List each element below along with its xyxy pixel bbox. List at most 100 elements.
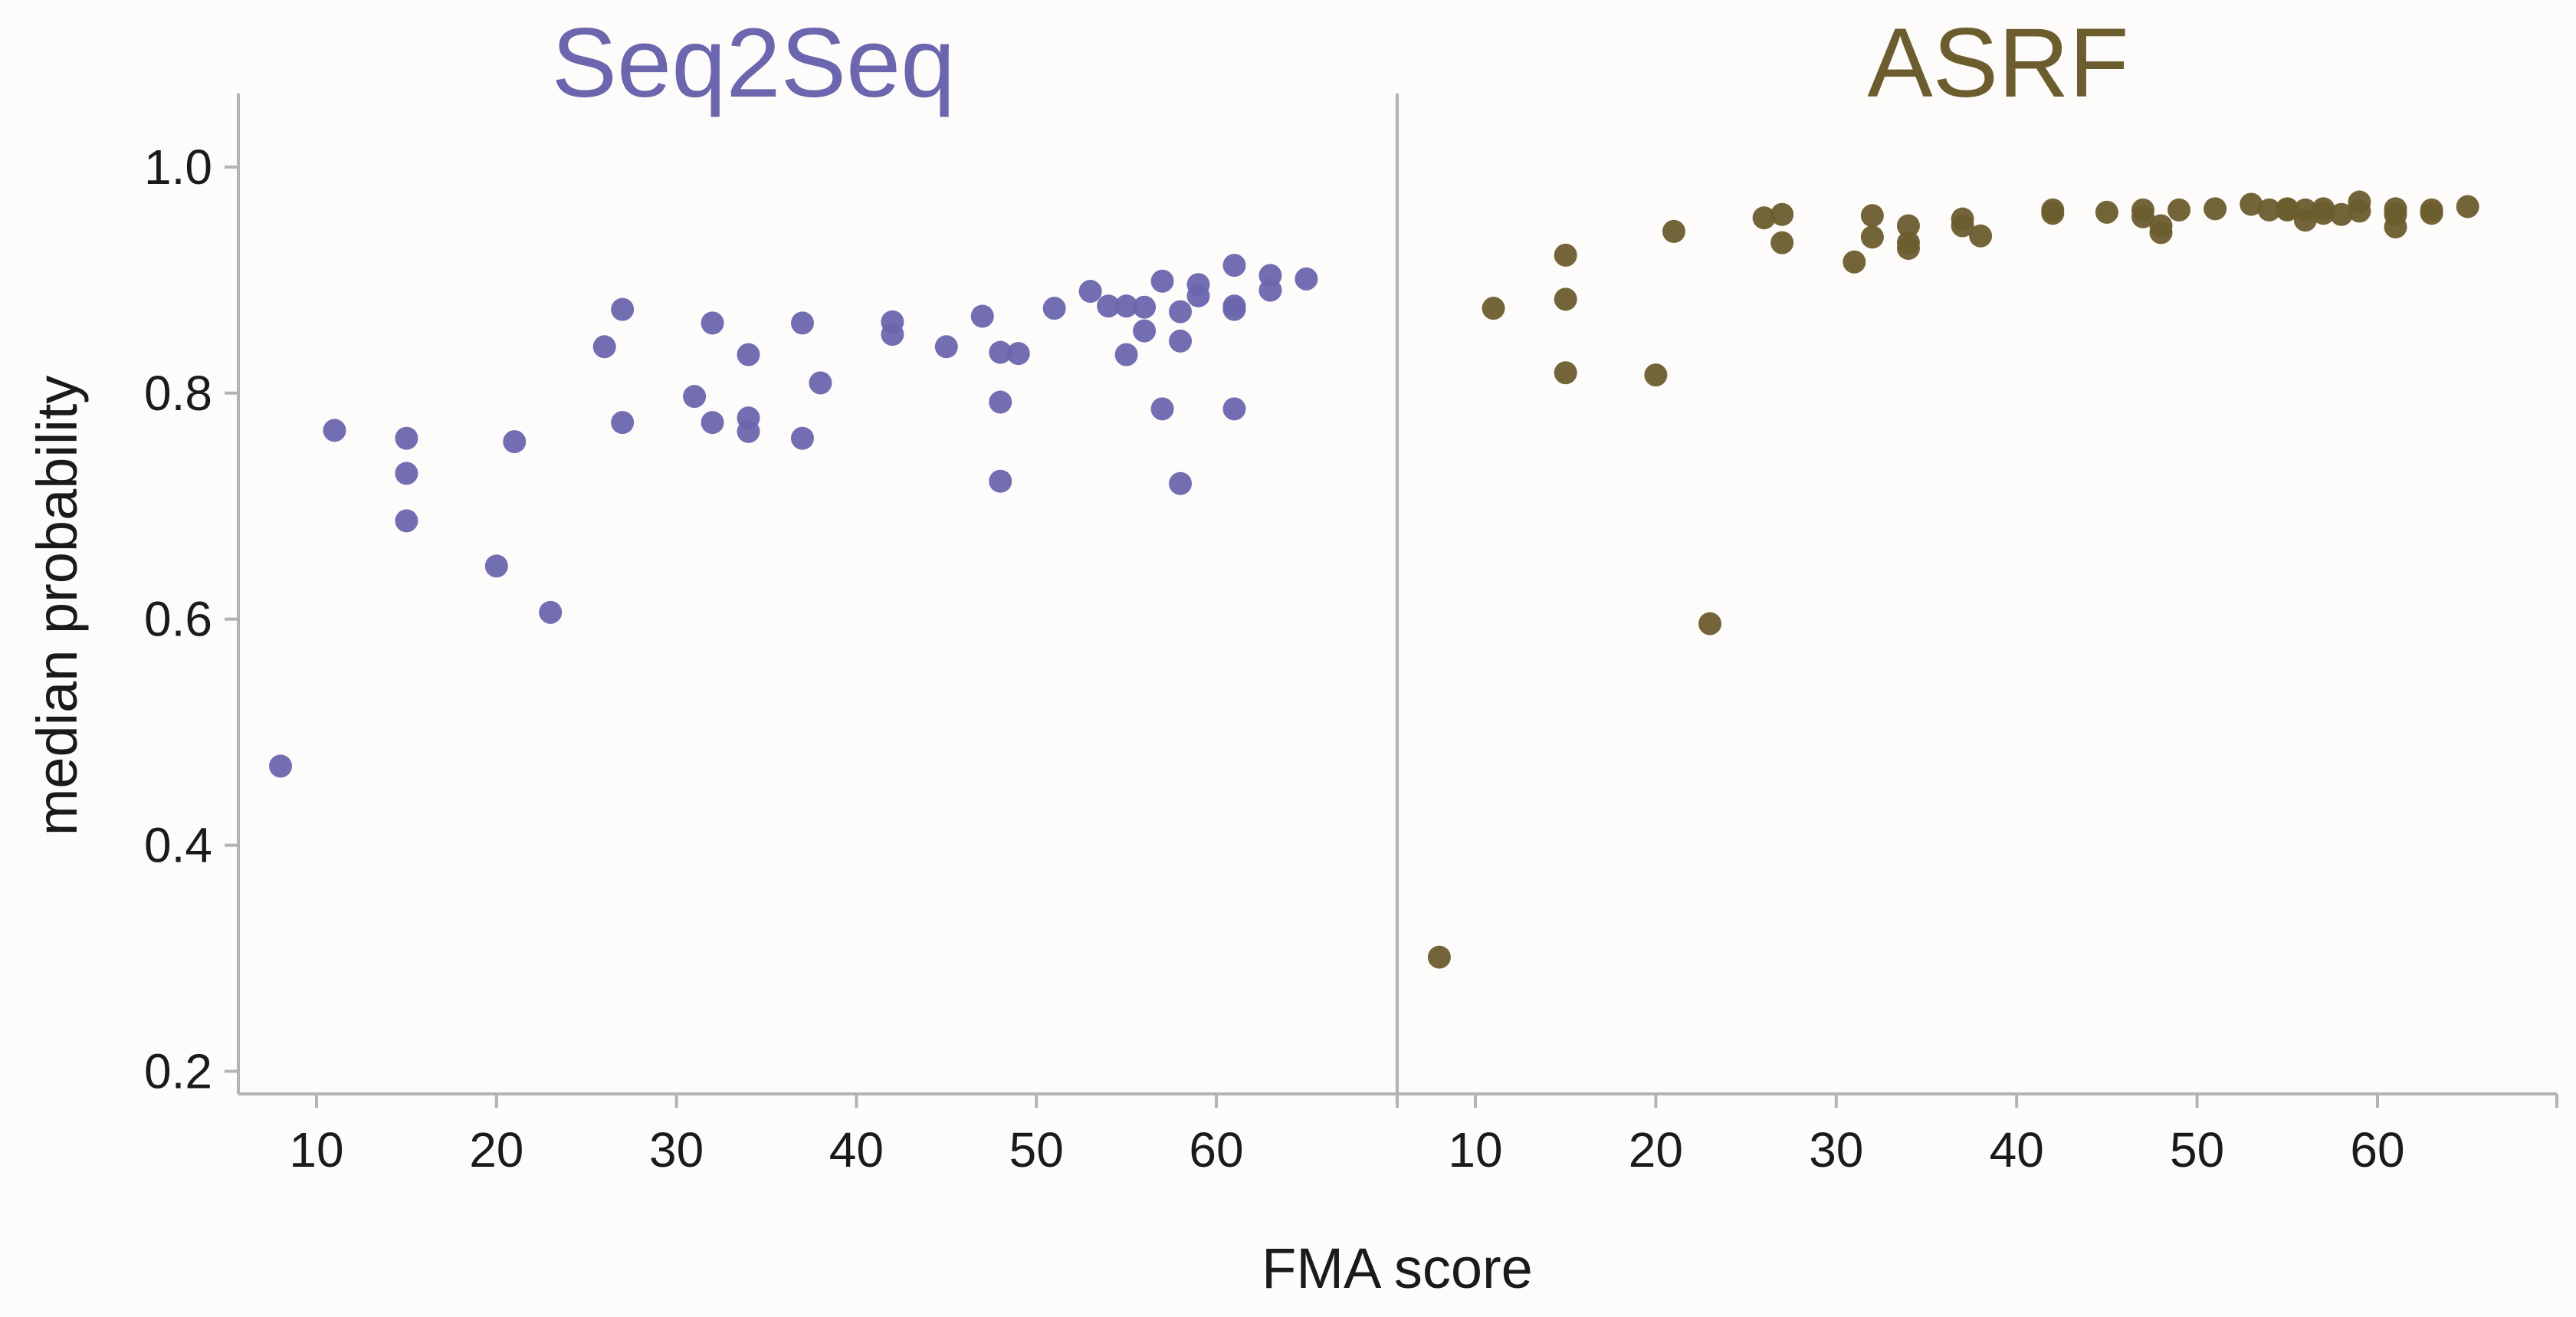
data-point <box>1554 361 1577 385</box>
data-point <box>1006 342 1030 366</box>
data-point <box>989 390 1012 414</box>
data-point <box>539 600 563 624</box>
data-point <box>1222 397 1246 421</box>
data-point <box>1969 224 1993 248</box>
y-tick-label: 0.6 <box>144 592 212 647</box>
panel-title: ASRF <box>1867 8 2128 118</box>
data-point <box>611 297 635 321</box>
data-point <box>1186 284 1210 307</box>
y-tick-label: 1.0 <box>144 140 212 195</box>
panel-title: Seq2Seq <box>552 8 956 118</box>
data-point <box>395 426 418 450</box>
y-tick-label: 0.2 <box>144 1044 212 1099</box>
data-point <box>1295 267 1318 291</box>
data-point <box>1698 612 1722 636</box>
data-point <box>701 411 724 435</box>
data-point <box>503 430 527 454</box>
data-point <box>737 419 760 443</box>
data-point <box>592 335 616 359</box>
data-point <box>2420 202 2443 225</box>
data-point <box>1951 214 1974 238</box>
data-point <box>2240 192 2263 216</box>
data-point <box>701 311 724 335</box>
x-tick-label: 10 <box>1448 1122 1502 1177</box>
x-tick-label: 10 <box>289 1122 343 1177</box>
data-point <box>1770 231 1794 255</box>
y-axis-title: median probability <box>25 376 89 836</box>
x-tick-label: 40 <box>829 1122 884 1177</box>
y-tick-label: 0.4 <box>144 818 212 873</box>
data-point <box>2131 205 2154 228</box>
data-point <box>2276 198 2299 222</box>
data-point <box>1896 237 1920 261</box>
data-point <box>683 385 707 409</box>
data-point <box>1860 225 1884 249</box>
data-point <box>1114 294 1138 318</box>
data-point <box>395 461 418 485</box>
x-tick-label: 20 <box>1629 1122 1683 1177</box>
data-point <box>1770 202 1794 226</box>
data-point <box>1222 254 1246 278</box>
data-point <box>790 426 814 450</box>
data-point <box>970 304 994 328</box>
data-point <box>1169 471 1193 495</box>
data-point <box>1896 214 1920 238</box>
data-point <box>611 411 635 435</box>
data-point <box>1482 297 1505 320</box>
data-point <box>2167 198 2191 222</box>
data-point <box>269 754 293 778</box>
data-point <box>809 371 832 395</box>
data-point <box>2257 198 2281 222</box>
data-point <box>484 554 508 578</box>
data-point <box>1258 278 1282 302</box>
data-point <box>2312 202 2335 225</box>
data-point <box>1554 243 1577 267</box>
x-tick-label: 50 <box>2170 1122 2224 1177</box>
data-point <box>395 509 418 533</box>
data-point <box>1042 297 1066 320</box>
x-tick-label: 60 <box>2350 1122 2404 1177</box>
x-tick-label: 30 <box>649 1122 704 1177</box>
data-point <box>2329 202 2353 226</box>
data-point <box>1662 219 1685 243</box>
data-point <box>1427 945 1451 969</box>
data-point <box>2041 202 2065 225</box>
data-point <box>2384 215 2407 238</box>
x-axis-title: FMA score <box>1262 1237 1533 1300</box>
x-tick-label: 60 <box>1189 1122 1243 1177</box>
data-point <box>790 311 814 335</box>
data-point <box>1078 280 1102 304</box>
data-point <box>1133 319 1157 343</box>
data-point <box>2348 199 2371 223</box>
data-point <box>1752 206 1776 230</box>
data-point <box>1097 294 1121 318</box>
data-point <box>881 323 904 346</box>
data-point <box>1554 287 1577 311</box>
data-point <box>1860 204 1884 228</box>
data-point <box>323 419 346 442</box>
x-tick-label: 50 <box>1009 1122 1064 1177</box>
data-point <box>1169 300 1193 324</box>
x-tick-label: 30 <box>1809 1122 1863 1177</box>
x-tick-label: 20 <box>469 1122 523 1177</box>
data-point <box>2204 197 2227 221</box>
data-point <box>934 335 958 359</box>
data-point <box>2095 200 2118 224</box>
data-point <box>1644 363 1668 387</box>
data-point <box>1169 329 1193 353</box>
data-point <box>1222 297 1246 321</box>
data-point <box>737 343 760 366</box>
data-point <box>1843 250 1866 274</box>
data-point <box>2456 195 2479 218</box>
data-point <box>989 340 1012 364</box>
y-tick-label: 0.8 <box>144 366 212 421</box>
data-point <box>1150 269 1174 293</box>
data-point <box>989 469 1012 493</box>
data-point <box>1133 295 1157 319</box>
data-point <box>2293 209 2317 232</box>
data-point <box>2149 221 2173 245</box>
x-tick-label: 40 <box>1990 1122 2044 1177</box>
data-point <box>1150 397 1174 421</box>
